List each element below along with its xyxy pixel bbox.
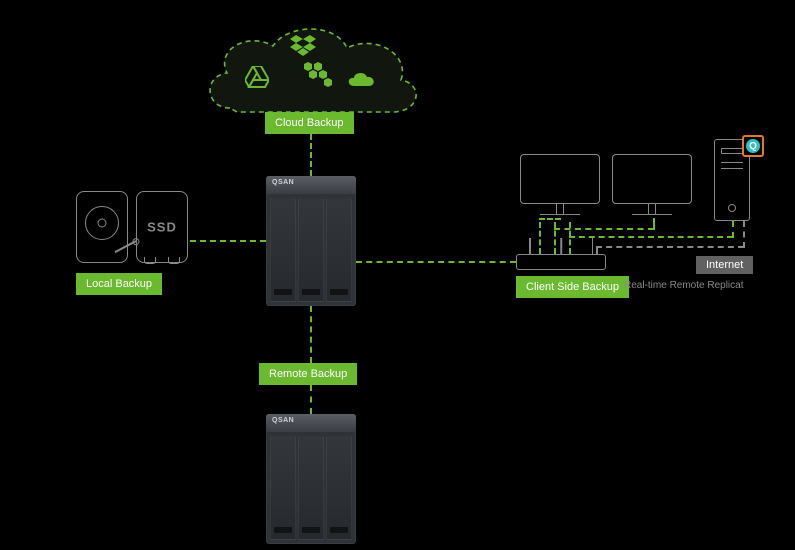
conn-router-internet-riser bbox=[596, 246, 598, 254]
conn-branch-mon1 bbox=[539, 218, 561, 222]
conn-nas-remote-top bbox=[310, 306, 312, 363]
replicate-chip-icon: Q bbox=[742, 135, 764, 157]
conn-router-riser-2 bbox=[554, 222, 556, 254]
ssd-text: SSD bbox=[147, 220, 177, 235]
nas-brand-2: QSAN bbox=[272, 417, 294, 424]
conn-nas-cloud bbox=[310, 134, 312, 176]
conn-branch-mon2-v bbox=[653, 218, 655, 230]
router bbox=[516, 254, 606, 270]
conn-router-internet-h bbox=[596, 246, 744, 248]
ssd-icon: SSD bbox=[136, 191, 188, 263]
conn-nas-router bbox=[356, 261, 516, 263]
internet-label: Internet bbox=[696, 256, 753, 274]
conn-branch-mon2-h bbox=[554, 228, 654, 230]
conn-router-internet-v bbox=[743, 221, 745, 248]
dropbox-icon bbox=[290, 35, 316, 57]
hdd-icon bbox=[76, 191, 128, 263]
nas-brand: QSAN bbox=[272, 179, 294, 186]
replicate-caption: Real-time Remote Replicat bbox=[624, 280, 744, 291]
nas-remote: QSAN bbox=[266, 414, 356, 544]
conn-router-riser-1 bbox=[539, 222, 541, 254]
client-side-backup-label: Client Side Backup bbox=[516, 276, 629, 298]
monitor-1 bbox=[520, 154, 600, 217]
monitor-2 bbox=[612, 154, 692, 217]
google-drive-icon bbox=[245, 66, 269, 88]
conn-nas-remote-bottom bbox=[310, 385, 312, 414]
nas-center: QSAN bbox=[266, 176, 356, 306]
local-backup-label: Local Backup bbox=[76, 273, 162, 295]
remote-backup-label: Remote Backup bbox=[259, 363, 357, 385]
conn-nas-local bbox=[190, 240, 266, 242]
conn-branch-tower-h bbox=[569, 236, 733, 238]
cloud-backup-label: Cloud Backup bbox=[265, 112, 354, 134]
conn-router-riser-3 bbox=[569, 222, 571, 254]
backup-topology-diagram: Cloud Backup SSD Local Backup QSAN Remot… bbox=[0, 0, 795, 550]
aws-cloud-icon bbox=[345, 70, 377, 90]
conn-branch-tower-v bbox=[732, 221, 734, 238]
hive-icon bbox=[300, 62, 332, 90]
